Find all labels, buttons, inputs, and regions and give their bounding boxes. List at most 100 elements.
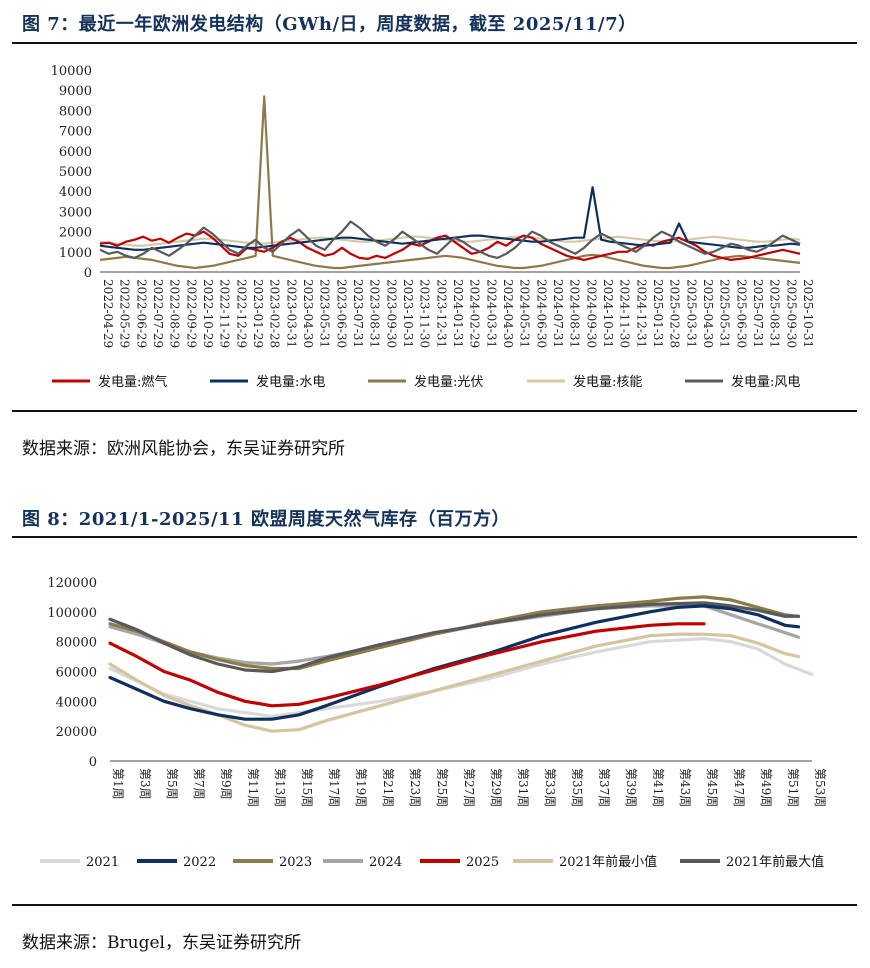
fig8-xtick-label: 第21周	[381, 768, 395, 807]
fig7-chart: 0 1000 2000 3000 4000 5000 6000 7000 8000 9000 100…	[51, 64, 815, 390]
fig8-xtick-label: 第43周	[678, 768, 692, 807]
fig7-xtick-label: 2024-09-30	[584, 279, 598, 348]
fig8-ytick-label: 60000	[56, 666, 97, 681]
fig7-xtick-label: 2023-02-28	[268, 279, 282, 348]
fig7-xtick-label: 2024-05-31	[518, 279, 532, 348]
fig7-ytick-label: 10000	[51, 64, 92, 79]
fig7-ytick-label: 1000	[59, 246, 92, 261]
fig8-xtick-label: 第31周	[516, 768, 530, 807]
fig7-ytick-label: 0	[84, 266, 92, 281]
fig8-series-line	[108, 632, 801, 733]
fig7-xtick-label: 2022-11-29	[218, 279, 232, 348]
fig8-xtick-label: 第3周	[138, 768, 152, 800]
fig8-ytick-label: 100000	[47, 606, 97, 621]
fig7-ytick-label: 4000	[59, 185, 92, 200]
fig7-ytick-label: 6000	[59, 145, 92, 160]
fig7-xtick-label: 2025-10-31	[801, 279, 815, 348]
fig8-xtick-label: 第51周	[786, 768, 800, 807]
fig7-xtick-label: 2024-12-31	[634, 279, 648, 348]
fig8-legend-label: 2021年前最小值	[559, 854, 657, 870]
fig8-xtick-label: 第9周	[219, 768, 233, 800]
fig7-ytick-label: 2000	[59, 226, 92, 241]
fig7-xtick-label: 2023-01-29	[251, 279, 265, 348]
fig8-xtick-label: 第49周	[759, 768, 773, 807]
fig7-xtick-label: 2022-04-29	[101, 279, 115, 348]
fig7-xtick-label: 2024-06-30	[534, 279, 548, 348]
fig8-xtick-label: 第37周	[597, 768, 611, 807]
fig8-xtick-label: 第11周	[246, 768, 260, 807]
fig7-xtick-label: 2023-08-31	[368, 279, 382, 348]
fig7-xtick-label: 2025-08-31	[768, 279, 782, 348]
fig8-xtick-label: 第13周	[273, 768, 287, 807]
fig8-xtick-label: 第53周	[813, 768, 827, 807]
fig8-xtick-label: 第41周	[651, 768, 665, 807]
fig8-series-line	[108, 601, 801, 674]
fig7-xtick-label: 2023-10-31	[401, 279, 415, 348]
fig7-xtick-label: 2022-08-29	[168, 279, 182, 348]
fig7-legend-label: 发电量:燃气	[98, 374, 167, 390]
fig7-bottom-rule	[12, 410, 857, 412]
fig7-xtick-label: 2022-10-29	[201, 279, 215, 348]
fig7-title: 图 7：最近一年欧洲发电结构（GWh/日，周度数据，截至 2025/11/7）	[22, 14, 637, 35]
fig7-xtick-label: 2022-12-29	[234, 279, 248, 348]
fig7-ytick-label: 8000	[59, 104, 92, 119]
fig7-ytick-label: 7000	[59, 125, 92, 140]
fig8-legend-label: 2023	[279, 855, 312, 870]
fig7-xtick-label: 2023-09-30	[384, 279, 398, 348]
fig7-xtick-label: 2023-06-30	[334, 279, 348, 348]
fig8-series-line	[108, 637, 814, 718]
fig7-source: 数据来源：欧洲风能协会，东吴证券研究所	[22, 439, 345, 459]
fig7-xtick-label: 2025-04-30	[701, 279, 715, 348]
fig7-xtick-label: 2024-07-31	[551, 279, 565, 348]
fig7-series-line	[99, 220, 801, 259]
fig7-xtick-label: 2022-06-29	[134, 279, 148, 348]
fig7-xtick-label: 2023-05-31	[318, 279, 332, 348]
fig7-xtick-label: 2023-03-31	[284, 279, 298, 348]
fig8-xtick-label: 第27周	[462, 768, 476, 807]
fig7-legend-label: 发电量:风电	[731, 374, 800, 390]
fig7-xtick-label: 2024-02-29	[468, 279, 482, 348]
fig7-xtick-label: 2025-09-30	[784, 279, 798, 348]
fig7-xtick-label: 2022-09-29	[184, 279, 198, 348]
fig7-xtick-label: 2024-03-31	[484, 279, 498, 348]
fig7-xtick-label: 2025-03-31	[684, 279, 698, 348]
fig7-legend-label: 发电量:光伏	[414, 374, 483, 390]
fig7-xtick-label: 2023-07-31	[351, 279, 365, 348]
fig8-series-line	[108, 622, 706, 708]
fig8-source: 数据来源：Brugel，东吴证券研究所	[22, 933, 301, 953]
fig7-series-line	[99, 95, 801, 270]
fig7-ytick-label: 5000	[59, 165, 92, 180]
fig7-ytick-label: 3000	[59, 205, 92, 220]
fig7-xtick-label: 2023-12-31	[434, 279, 448, 348]
fig7-xtick-label: 2023-11-30	[418, 279, 432, 348]
fig8-xtick-label: 第39周	[624, 768, 638, 807]
fig8-ytick-label: 120000	[47, 576, 97, 591]
fig8-ytick-label: 80000	[56, 636, 97, 651]
fig7-title-rule	[12, 42, 857, 44]
fig7-xtick-label: 2024-01-31	[451, 279, 465, 348]
fig7-ytick-label: 9000	[59, 84, 92, 99]
fig8-xtick-label: 第15周	[300, 768, 314, 807]
fig8-chart: 0 20000 40000 60000 80000 100000 120000 第1周 第3周 第…	[40, 576, 827, 870]
fig8-ytick-label: 40000	[56, 695, 97, 710]
fig8-xtick-label: 第25周	[435, 768, 449, 807]
fig7-xtick-label: 2024-10-31	[601, 279, 615, 348]
fig8-legend-label: 2021	[86, 855, 119, 870]
fig8-xtick-label: 第1周	[111, 768, 125, 800]
fig7-series-line	[99, 186, 801, 251]
fig8-xtick-label: 第45周	[705, 768, 719, 807]
fig8-xtick-label: 第47周	[732, 768, 746, 807]
fig7-legend-label: 发电量:核能	[573, 374, 642, 390]
fig8-ytick-label: 20000	[56, 725, 97, 740]
fig8-title: 图 8：2021/1-2025/11 欧盟周度天然气库存（百万方）	[22, 509, 510, 530]
fig8-legend-label: 2022	[183, 855, 216, 870]
fig8-xtick-label: 第35周	[570, 768, 584, 807]
fig8-ytick-label: 0	[89, 755, 97, 770]
fig8-xtick-label: 第7周	[192, 768, 206, 800]
fig8-title-rule	[12, 536, 857, 538]
fig8-legend-label: 2024	[369, 855, 402, 870]
fig8-xtick-label: 第33周	[543, 768, 557, 807]
fig7-xtick-label: 2024-11-30	[618, 279, 632, 348]
fig8-xtick-label: 第19周	[354, 768, 368, 807]
fig7-xtick-label: 2025-05-31	[718, 279, 732, 348]
